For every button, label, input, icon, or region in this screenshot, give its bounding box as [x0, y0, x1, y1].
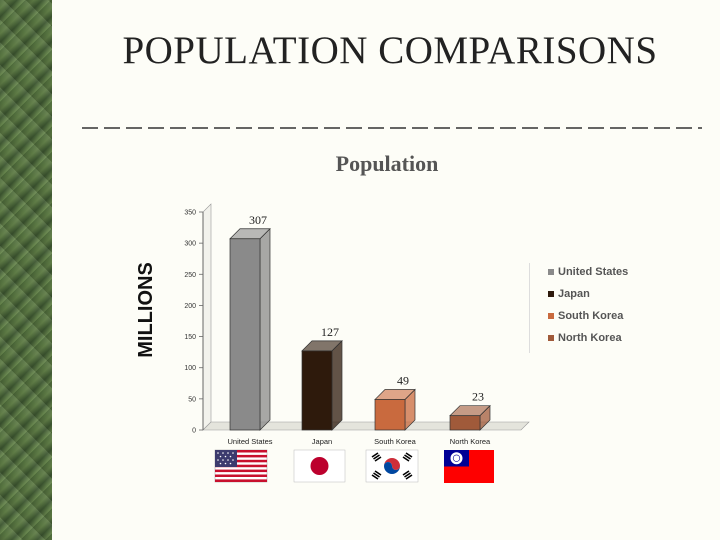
decorative-side-stripe — [0, 0, 52, 540]
chart-floor — [202, 421, 530, 431]
data-label: 49 — [397, 373, 409, 387]
chart-title: Population — [336, 151, 439, 176]
bar-japan — [301, 340, 343, 431]
data-label: 23 — [472, 390, 484, 404]
legend-swatch — [548, 269, 554, 275]
legend-entry: South Korea — [558, 310, 624, 322]
y-tick-label: 0 — [192, 428, 196, 435]
bar-front — [449, 415, 481, 431]
y-tick-label: 200 — [184, 303, 196, 310]
us-flag-icon — [214, 449, 268, 483]
bar-front — [301, 350, 333, 431]
category-label: Japan — [312, 437, 332, 446]
bar-united-states — [229, 227, 271, 431]
y-axis-label: MILLIONS — [135, 262, 157, 358]
data-label: 127 — [321, 325, 339, 339]
legend-divider — [529, 263, 530, 353]
south-korea-flag-icon — [365, 449, 419, 483]
bar-north-korea — [449, 404, 491, 431]
taiwan-flag-icon — [444, 450, 494, 483]
legend-swatch — [548, 291, 554, 297]
y-tick-label: 350 — [184, 210, 196, 217]
category-label: North Korea — [450, 437, 491, 446]
bar-front — [229, 238, 261, 431]
y-tick-label: 300 — [184, 241, 196, 248]
dotted-divider — [82, 127, 702, 129]
bar-south-korea — [374, 388, 416, 431]
y-tick-label: 50 — [188, 396, 196, 403]
bar-front — [374, 399, 406, 431]
japan-flag-icon — [293, 449, 346, 483]
chart-legend: United States Japan South Korea North Korea — [529, 263, 628, 353]
legend-entry: North Korea — [558, 332, 622, 344]
chart-side-wall — [202, 203, 212, 431]
bars-group: 307 127 49 23 — [229, 213, 491, 431]
bar-side — [331, 340, 343, 431]
data-label: 307 — [249, 213, 267, 227]
legend-swatch — [548, 335, 554, 341]
category-label: South Korea — [374, 437, 417, 446]
chart-axes: 0 50 100 150 200 250 300 350 United States Japan S… — [184, 203, 530, 446]
category-label: United States — [227, 437, 272, 446]
y-tick-label: 250 — [184, 272, 196, 279]
legend-entry: Japan — [558, 288, 590, 300]
legend-entry: United States — [558, 266, 628, 278]
bar-side — [259, 227, 271, 431]
y-tick-label: 100 — [184, 365, 196, 372]
y-tick-label: 150 — [184, 334, 196, 341]
slide-title: POPULATION COMPARISONS — [122, 29, 658, 72]
legend-swatch — [548, 313, 554, 319]
